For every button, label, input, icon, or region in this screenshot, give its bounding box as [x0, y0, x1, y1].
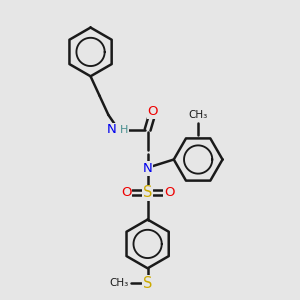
Text: S: S — [143, 185, 152, 200]
Text: S: S — [143, 276, 152, 291]
Text: CH₃: CH₃ — [188, 110, 208, 120]
Text: O: O — [148, 105, 158, 118]
Text: CH₃: CH₃ — [109, 278, 128, 288]
Text: O: O — [164, 186, 174, 199]
Text: H: H — [120, 125, 129, 135]
Text: N: N — [143, 162, 152, 175]
Text: N: N — [106, 123, 116, 136]
Text: O: O — [121, 186, 131, 199]
